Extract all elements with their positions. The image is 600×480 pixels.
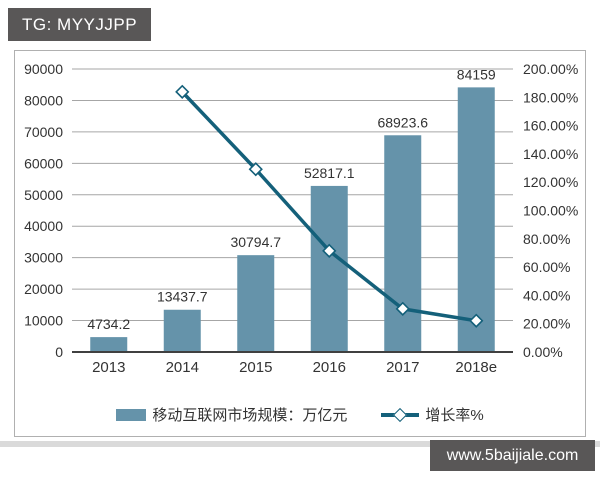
right-axis-tick-label: 140.00%: [523, 146, 578, 162]
diamond-marker-icon: [469, 313, 484, 328]
bottom-watermark-badge: www.5baijiale.com: [430, 440, 595, 471]
bar-value-label: 52817.1: [304, 165, 355, 181]
top-watermark-badge: TG: MYYJJPP: [8, 8, 152, 41]
right-axis-tick-label: 100.00%: [523, 203, 578, 219]
right-axis-tick-label: 160.00%: [523, 118, 578, 134]
right-axis-tick-label: 60.00%: [523, 259, 570, 275]
left-axis-tick-label: 40000: [24, 218, 63, 234]
left-axis-tick-label: 80000: [24, 92, 63, 108]
right-axis-tick-label: 40.00%: [523, 287, 570, 303]
bar-2018e: [457, 87, 495, 352]
x-axis-tick-label: 2013: [92, 359, 125, 376]
bar-value-label: 84159: [457, 66, 496, 82]
combo-chart: 0 10000 20000 30000 40000 50000 60000 70000 8000…: [24, 61, 578, 376]
legend-label-market-scale: 移动互联网市场规模：万亿元: [152, 407, 348, 424]
chart-panel: 0 10000 20000 30000 40000 50000 60000 70000 8000…: [14, 50, 586, 437]
legend-label-growth-rate: 增长率%: [425, 407, 484, 424]
diamond-marker-icon: [393, 407, 408, 422]
bar-value-label: 13437.7: [157, 289, 208, 305]
bar-2013: [90, 337, 128, 352]
x-axis-tick-label: 2014: [166, 359, 199, 376]
divider-strip: [0, 441, 600, 447]
bottom-watermark-text: www.5baijiale.com: [446, 447, 579, 464]
legend-item-growth-rate[interactable]: 增长率%: [381, 404, 484, 425]
x-axis-tick-label: 2017: [386, 359, 419, 376]
left-axis-tick-label: 0: [55, 344, 63, 360]
bar-2015: [237, 255, 275, 352]
bar-series-swatch-icon: [116, 408, 147, 421]
bar-2017: [384, 135, 422, 352]
bar-value-label: 68923.6: [377, 114, 428, 130]
line-series-swatch-icon: [381, 407, 420, 422]
diamond-marker-icon: [248, 162, 263, 177]
diamond-marker-icon: [395, 301, 410, 316]
left-axis-tick-label: 60000: [24, 155, 63, 171]
legend-item-market-scale[interactable]: 移动互联网市场规模：万亿元: [116, 404, 347, 425]
bar-2016: [310, 185, 348, 352]
chart-legend: 移动互联网市场规模：万亿元 增长率%: [15, 404, 585, 425]
right-axis-tick-label: 20.00%: [523, 316, 570, 332]
right-axis-tick-label: 0.00%: [523, 344, 563, 360]
diamond-marker-icon: [322, 243, 337, 258]
x-axis-tick-label: 2016: [313, 359, 346, 376]
left-axis-tick-label: 90000: [24, 61, 63, 77]
x-axis-tick-label: 2015: [239, 359, 272, 376]
bar-value-label: 4734.2: [87, 316, 130, 332]
bar-2014: [163, 309, 201, 352]
right-axis-tick-label: 200.00%: [523, 61, 578, 77]
left-axis-tick-label: 10000: [24, 313, 63, 329]
right-axis-tick-label: 80.00%: [523, 231, 570, 247]
right-axis-tick-label: 120.00%: [523, 174, 578, 190]
left-axis-tick-label: 30000: [24, 250, 63, 266]
bar-value-label: 30794.7: [230, 234, 281, 250]
top-watermark-text: TG: MYYJJPP: [22, 15, 138, 34]
left-axis-tick-label: 50000: [24, 187, 63, 203]
right-axis-tick-label: 180.00%: [523, 89, 578, 105]
x-axis-tick-label: 2018e: [455, 359, 497, 376]
left-axis-tick-label: 20000: [24, 281, 63, 297]
left-axis-tick-label: 70000: [24, 124, 63, 140]
diamond-marker-icon: [175, 84, 190, 99]
